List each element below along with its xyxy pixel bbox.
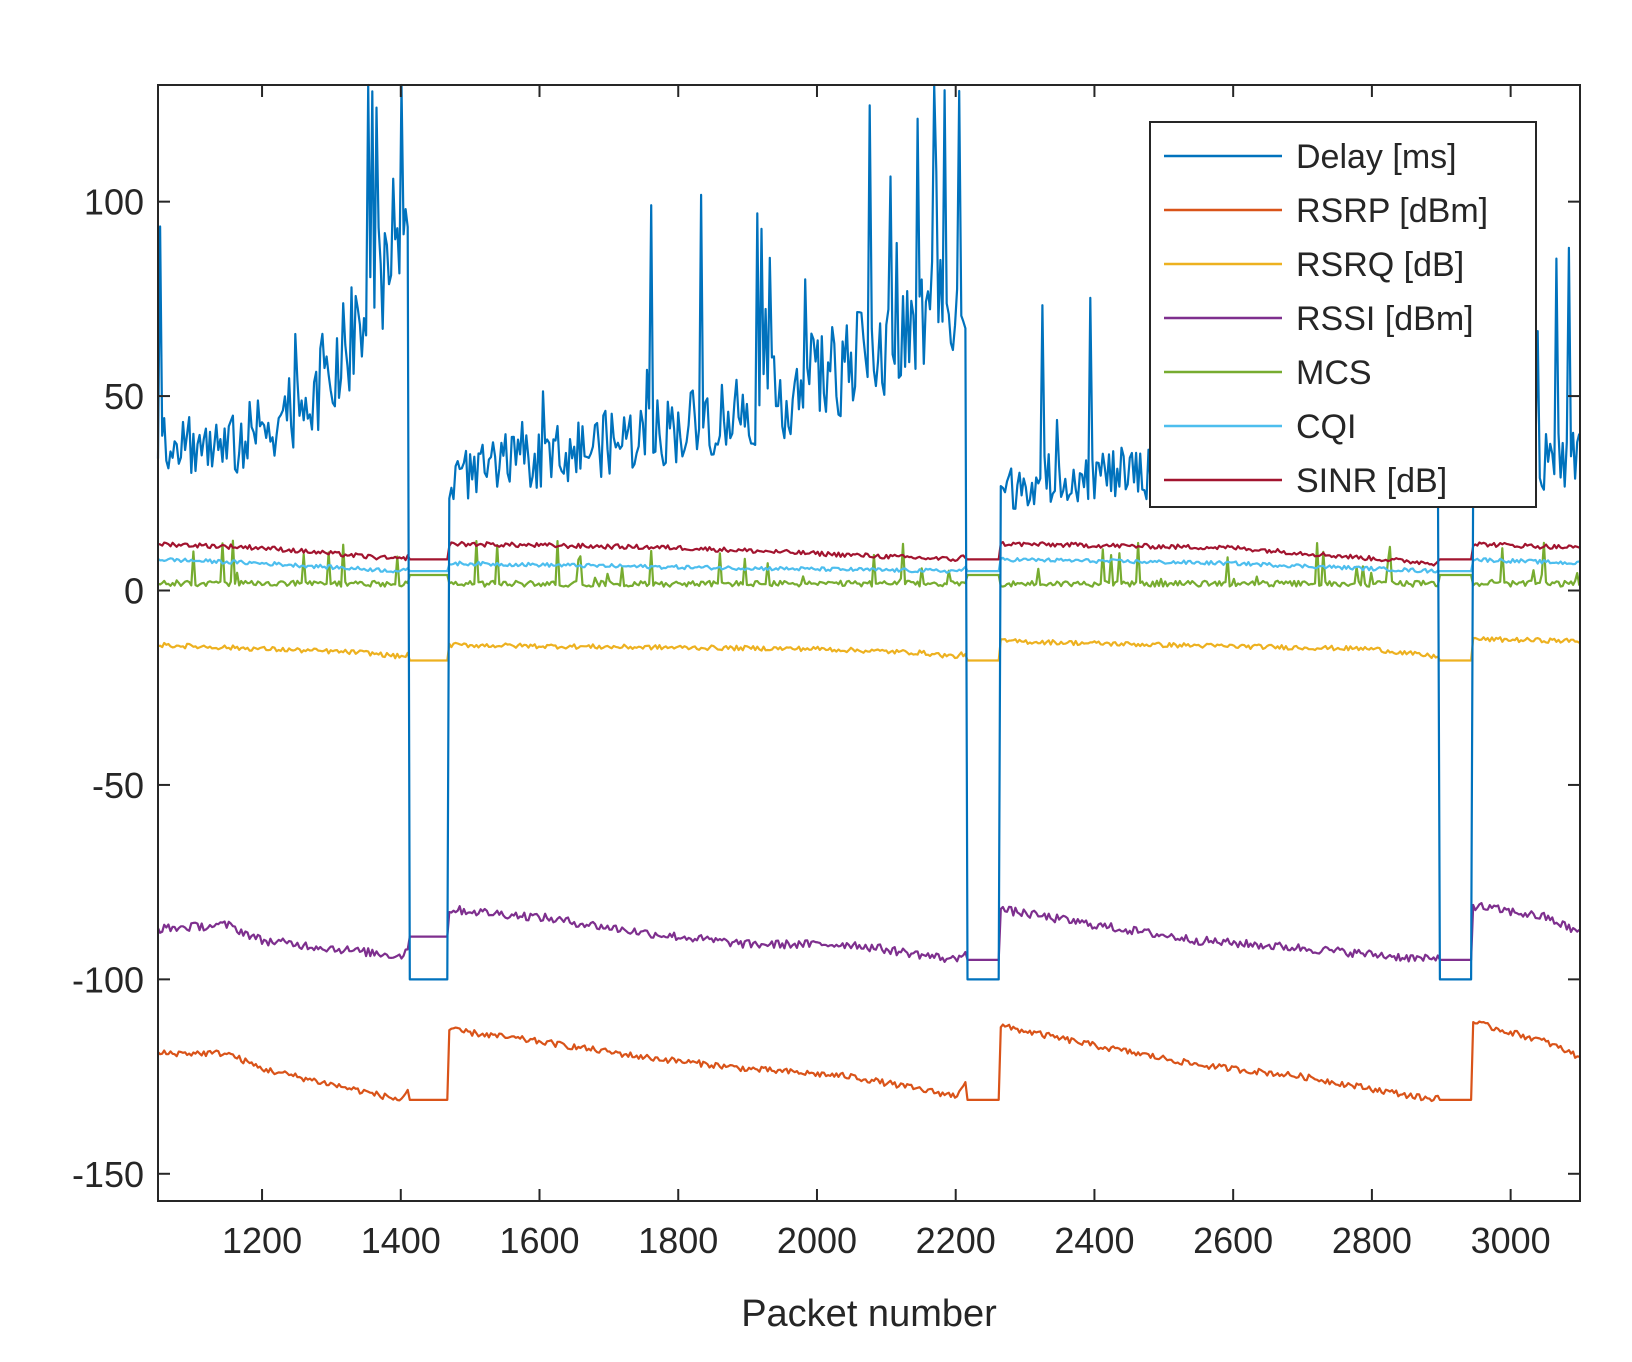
x-axis-label: Packet number xyxy=(741,1293,997,1335)
legend-item: CQI xyxy=(1164,408,1356,446)
legend-label: CQI xyxy=(1296,408,1356,446)
legend-item: RSRP [dBm] xyxy=(1164,192,1488,230)
legend: Delay [ms] RSRP [dBm] RSRQ [dB] RSSI [dBm] M… xyxy=(1149,121,1537,508)
y-tick-label: -100 xyxy=(72,959,144,1000)
legend-box xyxy=(1149,121,1537,508)
legend-item: SINR [dB] xyxy=(1164,462,1447,500)
legend-label: MCS xyxy=(1296,354,1372,392)
series-line-cqi xyxy=(157,556,1580,574)
y-tick-label: 100 xyxy=(84,182,144,223)
legend-label: RSSI [dBm] xyxy=(1296,300,1474,338)
legend-label: SINR [dB] xyxy=(1296,462,1447,500)
x-tick-label: 1800 xyxy=(638,1220,718,1261)
y-tick-label: 50 xyxy=(104,376,144,417)
series-line-rsrq xyxy=(157,636,1580,662)
x-tick-label: 2600 xyxy=(1193,1220,1273,1261)
legend-label: Delay [ms] xyxy=(1296,138,1457,176)
tick-layer: 1200 1400 1600 1800 2000 2200 2400 2600 2800 3000… xyxy=(72,85,1580,1261)
legend-label: RSRP [dBm] xyxy=(1296,192,1488,230)
series-line-rsrp xyxy=(157,1020,1580,1103)
series-line-sinr xyxy=(157,540,1580,567)
x-tick-label: 1400 xyxy=(361,1220,441,1261)
x-tick-label: 2000 xyxy=(777,1220,857,1261)
legend-item: MCS xyxy=(1164,354,1372,392)
x-tick-label: 1600 xyxy=(499,1220,579,1261)
y-tick-label: -50 xyxy=(92,765,144,806)
x-tick-label: 2800 xyxy=(1332,1220,1412,1261)
legend-item: RSRQ [dB] xyxy=(1164,246,1464,284)
x-tick-label: 3000 xyxy=(1471,1220,1551,1261)
legend-label: RSRQ [dB] xyxy=(1296,246,1464,284)
x-tick-label: 1200 xyxy=(222,1220,302,1261)
y-tick-label: 0 xyxy=(124,571,144,612)
legend-item: Delay [ms] xyxy=(1164,138,1457,176)
legend-items: Delay [ms] RSRP [dBm] RSRQ [dB] RSSI [dBm] M… xyxy=(1164,138,1488,500)
x-tick-label: 2200 xyxy=(916,1220,996,1261)
series-line-rssi xyxy=(156,902,1580,963)
axes-box xyxy=(157,84,1581,1202)
x-tick-label: 2400 xyxy=(1054,1220,1134,1261)
series-line-mcs xyxy=(157,539,1581,588)
y-tick-label: -150 xyxy=(72,1154,144,1195)
legend-item: RSSI [dBm] xyxy=(1164,300,1474,338)
